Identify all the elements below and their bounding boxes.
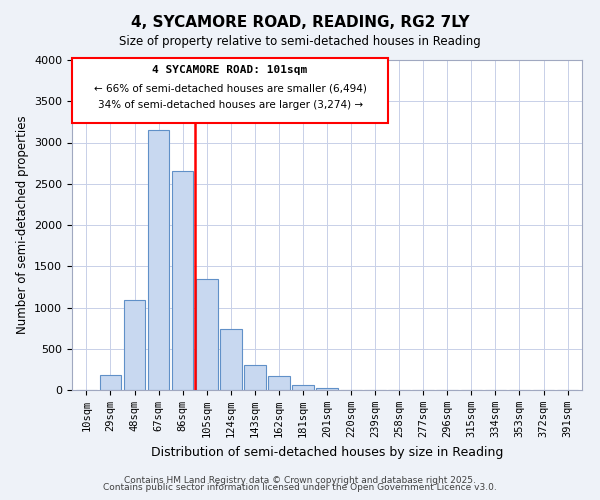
Bar <box>268 376 290 390</box>
Bar <box>220 329 242 390</box>
FancyBboxPatch shape <box>72 58 388 122</box>
Bar <box>316 388 338 390</box>
Bar <box>244 365 266 390</box>
Bar <box>148 130 169 390</box>
Bar <box>196 278 218 390</box>
Text: 4 SYCAMORE ROAD: 101sqm: 4 SYCAMORE ROAD: 101sqm <box>152 65 308 75</box>
Text: 4, SYCAMORE ROAD, READING, RG2 7LY: 4, SYCAMORE ROAD, READING, RG2 7LY <box>131 15 469 30</box>
Text: Contains public sector information licensed under the Open Government Licence v3: Contains public sector information licen… <box>103 484 497 492</box>
Bar <box>172 170 193 390</box>
Text: Contains HM Land Registry data © Crown copyright and database right 2025.: Contains HM Land Registry data © Crown c… <box>124 476 476 485</box>
Bar <box>124 300 145 390</box>
X-axis label: Distribution of semi-detached houses by size in Reading: Distribution of semi-detached houses by … <box>151 446 503 458</box>
Text: 34% of semi-detached houses are larger (3,274) →: 34% of semi-detached houses are larger (… <box>98 100 362 110</box>
Bar <box>292 384 314 390</box>
Text: ← 66% of semi-detached houses are smaller (6,494): ← 66% of semi-detached houses are smalle… <box>94 83 367 93</box>
Bar <box>100 375 121 390</box>
Y-axis label: Number of semi-detached properties: Number of semi-detached properties <box>16 116 29 334</box>
Text: Size of property relative to semi-detached houses in Reading: Size of property relative to semi-detach… <box>119 35 481 48</box>
